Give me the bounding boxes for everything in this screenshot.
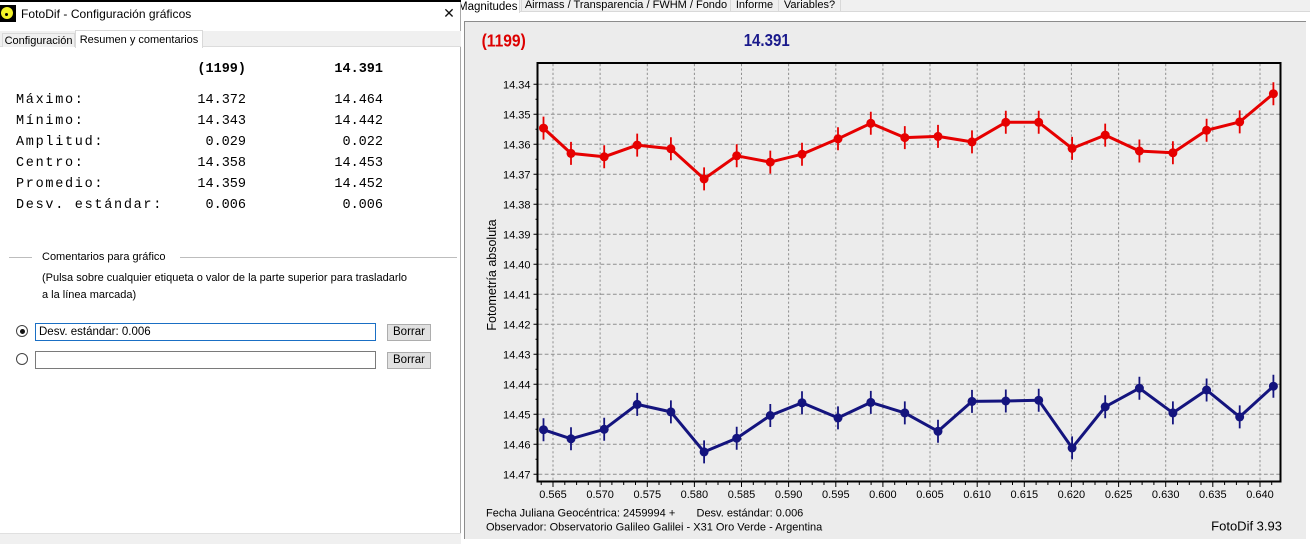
svg-text:Fecha Juliana Geocéntrica: 245: Fecha Juliana Geocéntrica: 2459994 + bbox=[486, 508, 675, 520]
svg-text:0.615: 0.615 bbox=[1011, 489, 1039, 501]
svg-text:14.46: 14.46 bbox=[503, 439, 531, 451]
svg-text:FotoDif 3.93: FotoDif 3.93 bbox=[1211, 519, 1282, 534]
svg-text:14.42: 14.42 bbox=[503, 319, 531, 331]
svg-text:0.575: 0.575 bbox=[634, 489, 662, 501]
svg-text:(1199): (1199) bbox=[482, 30, 526, 50]
svg-text:0.620: 0.620 bbox=[1058, 489, 1086, 501]
svg-text:0.610: 0.610 bbox=[963, 489, 991, 501]
svg-text:14.34: 14.34 bbox=[503, 79, 531, 91]
svg-text:0.570: 0.570 bbox=[586, 489, 614, 501]
svg-text:14.391: 14.391 bbox=[744, 30, 790, 50]
svg-text:0.580: 0.580 bbox=[681, 489, 709, 501]
svg-text:0.600: 0.600 bbox=[869, 489, 897, 501]
svg-text:14.37: 14.37 bbox=[503, 169, 531, 181]
svg-text:14.35: 14.35 bbox=[503, 109, 531, 121]
svg-text:0.595: 0.595 bbox=[822, 489, 850, 501]
svg-text:14.44: 14.44 bbox=[503, 379, 531, 391]
svg-text:0.605: 0.605 bbox=[916, 489, 944, 501]
svg-text:14.36: 14.36 bbox=[503, 139, 531, 151]
svg-text:0.585: 0.585 bbox=[728, 489, 756, 501]
svg-text:14.43: 14.43 bbox=[503, 349, 531, 361]
svg-text:14.45: 14.45 bbox=[503, 409, 531, 421]
svg-text:Observador: Observatorio Galil: Observador: Observatorio Galileo Galilei… bbox=[486, 522, 823, 534]
svg-text:14.38: 14.38 bbox=[503, 199, 531, 211]
svg-text:14.41: 14.41 bbox=[503, 289, 531, 301]
svg-text:Desv. estándar: 0.006: Desv. estándar: 0.006 bbox=[697, 508, 804, 520]
svg-text:Fotometría absoluta: Fotometría absoluta bbox=[485, 219, 499, 330]
svg-text:14.39: 14.39 bbox=[503, 229, 531, 241]
svg-text:0.640: 0.640 bbox=[1246, 489, 1274, 501]
svg-text:0.625: 0.625 bbox=[1105, 489, 1133, 501]
svg-text:0.590: 0.590 bbox=[775, 489, 803, 501]
svg-text:0.635: 0.635 bbox=[1199, 489, 1227, 501]
svg-text:14.40: 14.40 bbox=[503, 259, 531, 271]
svg-text:0.565: 0.565 bbox=[539, 489, 567, 501]
svg-text:0.630: 0.630 bbox=[1152, 489, 1180, 501]
svg-text:14.47: 14.47 bbox=[503, 469, 531, 481]
